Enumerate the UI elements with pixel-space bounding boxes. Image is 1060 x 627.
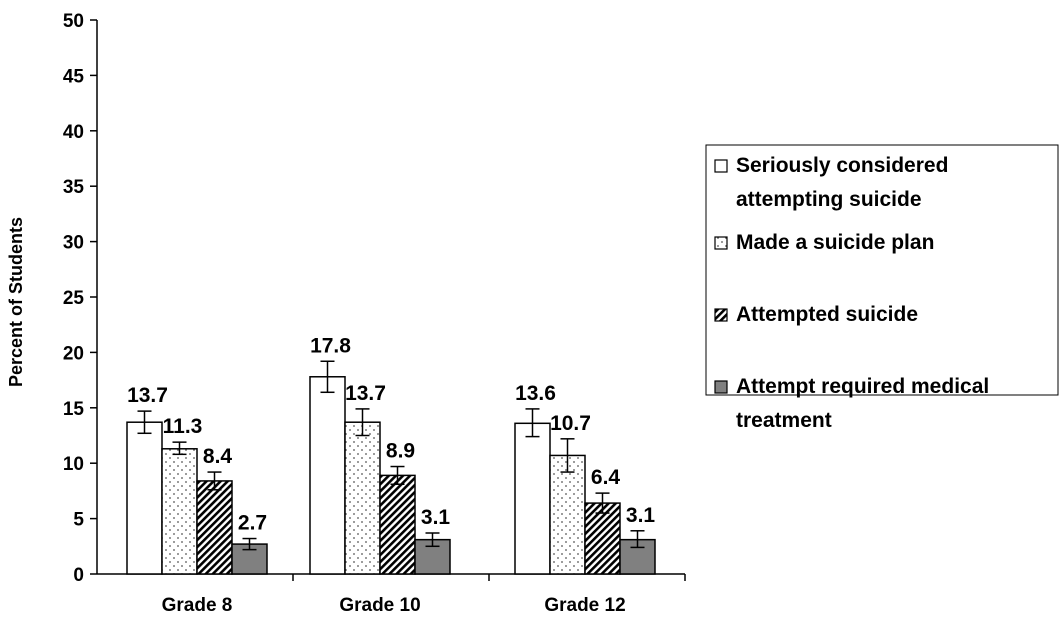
y-tick-label: 45 xyxy=(63,66,85,87)
y-tick-label: 40 xyxy=(63,122,84,143)
y-tick-label: 15 xyxy=(63,399,85,420)
legend-label: treatment xyxy=(736,409,832,432)
bar xyxy=(196,480,233,575)
x-tick-label: Grade 10 xyxy=(339,595,420,616)
legend-label: attempting suicide xyxy=(736,188,922,211)
bar xyxy=(584,502,621,575)
bar xyxy=(379,474,416,575)
data-label: 13.7 xyxy=(345,382,386,405)
bar xyxy=(161,448,198,575)
data-label: 13.7 xyxy=(127,384,168,407)
data-label: 3.1 xyxy=(421,506,451,529)
y-tick-label: 30 xyxy=(63,233,84,254)
y-tick-label: 10 xyxy=(63,454,84,475)
data-label: 3.1 xyxy=(626,504,656,527)
bar xyxy=(344,421,381,575)
data-label: 11.3 xyxy=(163,415,203,438)
y-tick-label: 0 xyxy=(73,565,84,586)
y-tick-label: 35 xyxy=(63,177,85,198)
x-axis-ticks: Grade 8 Grade 10 Grade 12 xyxy=(162,574,686,616)
y-tick-label: 20 xyxy=(63,343,84,364)
data-label: 2.7 xyxy=(238,512,267,535)
legend-box xyxy=(705,144,1059,396)
y-axis-ticks: 0 5 10 15 20 25 30 35 40 45 50 xyxy=(63,11,97,586)
bar xyxy=(309,376,346,575)
y-tick-label: 5 xyxy=(73,510,84,531)
data-label: 10.7 xyxy=(550,412,591,435)
legend-swatch xyxy=(714,308,728,322)
bar xyxy=(126,421,163,575)
legend-label: Attempt required medical xyxy=(736,375,989,398)
data-label: 13.6 xyxy=(515,382,556,405)
bars: 13.711.38.42.717.813.78.93.113.610.76.43… xyxy=(126,334,656,575)
bar xyxy=(549,454,586,575)
legend-swatch xyxy=(714,236,728,250)
data-label: 17.8 xyxy=(310,334,351,357)
data-label: 8.9 xyxy=(386,440,415,463)
data-label: 8.4 xyxy=(203,445,233,468)
legend-label: Seriously considered xyxy=(736,154,948,177)
y-axis-label: Percent of Students xyxy=(6,217,26,387)
y-tick-label: 50 xyxy=(63,11,84,32)
y-tick-label: 25 xyxy=(63,288,85,309)
x-tick-label: Grade 8 xyxy=(162,595,233,616)
bar xyxy=(514,422,551,575)
x-tick-label: Grade 12 xyxy=(544,595,625,616)
legend: Seriously considered attempting suicide Ma… xyxy=(705,144,1059,432)
data-label: 6.4 xyxy=(591,466,621,489)
legend-label: Attempted suicide xyxy=(736,303,918,326)
legend-label: Made a suicide plan xyxy=(736,231,934,254)
legend-swatch xyxy=(714,380,728,394)
legend-swatch xyxy=(714,159,728,173)
